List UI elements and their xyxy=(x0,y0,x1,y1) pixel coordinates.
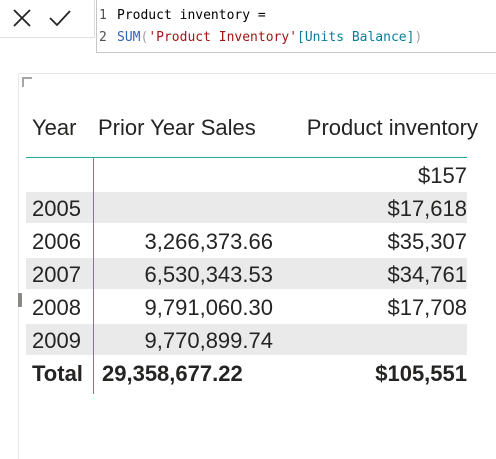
cell-product-inventory: $157 xyxy=(418,163,467,188)
cell-product-inventory: $17,618 xyxy=(387,196,467,221)
column-header-product-inventory[interactable]: Product inventory xyxy=(306,115,478,140)
table-row: 2007 6,530,343.53 $34,761 xyxy=(26,257,478,290)
table-header: Year Prior Year Sales Product inventory xyxy=(26,102,478,158)
resize-handle-left[interactable] xyxy=(18,293,22,307)
table-row: 2008 9,791,060.30 $17,708 xyxy=(26,290,478,323)
table-row: 2009 9,770,899.74 xyxy=(26,323,478,356)
cell-year: 2006 xyxy=(32,229,81,254)
formula-editor[interactable]: 1 Product inventory = 2 SUM('Product Inven… xyxy=(96,0,496,53)
cell-product-inventory: $34,761 xyxy=(387,262,467,287)
close-paren: ) xyxy=(414,30,423,45)
formula-line-2: 2 SUM('Product Inventory'[Units Balance]) xyxy=(97,28,422,48)
function-name: SUM xyxy=(117,30,141,45)
table-reference: 'Product Inventory' xyxy=(148,30,298,45)
cell-product-inventory: $35,307 xyxy=(387,229,467,254)
visual-corner-handle[interactable] xyxy=(22,77,32,87)
row-band xyxy=(26,324,467,355)
cell-product-inventory: $17,708 xyxy=(387,295,467,320)
table-row: 2005 $17,618 xyxy=(26,191,478,224)
line-number: 1 xyxy=(99,8,107,23)
measure-definition: Product inventory = xyxy=(117,8,266,23)
commit-formula-button[interactable] xyxy=(45,5,75,31)
cell-year: 2008 xyxy=(32,295,81,320)
row-band xyxy=(26,192,467,223)
row-band xyxy=(26,258,467,289)
table-total-row: Total 29,358,677.22 $105,551 xyxy=(26,356,478,389)
data-table: Year Prior Year Sales Product inventory … xyxy=(26,102,478,394)
open-paren: ( xyxy=(140,30,149,45)
close-icon xyxy=(13,9,31,27)
total-label: Total xyxy=(32,361,83,386)
formula-bar: 1 Product inventory = 2 SUM('Product Inven… xyxy=(0,0,496,53)
column-header-year[interactable]: Year xyxy=(32,115,77,140)
cell-prior-year-sales: 9,770,899.74 xyxy=(144,328,273,353)
total-prior-year-sales: 29,358,677.22 xyxy=(102,361,243,386)
table-visual[interactable]: Year Prior Year Sales Product inventory … xyxy=(18,73,496,459)
cancel-formula-button[interactable] xyxy=(7,5,37,31)
cell-year: 2009 xyxy=(32,328,81,353)
formula-line-1: 1 Product inventory = xyxy=(97,6,266,26)
line-number: 2 xyxy=(99,30,107,45)
formula-buttons xyxy=(0,0,95,38)
checkmark-icon xyxy=(49,10,71,27)
header-divider xyxy=(26,157,467,158)
total-product-inventory: $105,551 xyxy=(375,361,467,386)
cell-prior-year-sales: 9,791,060.30 xyxy=(144,295,273,320)
cell-year: 2007 xyxy=(32,262,81,287)
table-row: $157 xyxy=(26,158,478,191)
cell-prior-year-sales: 6,530,343.53 xyxy=(144,262,273,287)
cell-year: 2005 xyxy=(32,196,81,221)
cell-prior-year-sales: 3,266,373.66 xyxy=(144,229,273,254)
column-divider xyxy=(93,158,94,394)
column-header-prior-year-sales[interactable]: Prior Year Sales xyxy=(98,115,256,140)
column-reference: [Units Balance] xyxy=(297,30,415,45)
table-row: 2006 3,266,373.66 $35,307 xyxy=(26,224,478,257)
